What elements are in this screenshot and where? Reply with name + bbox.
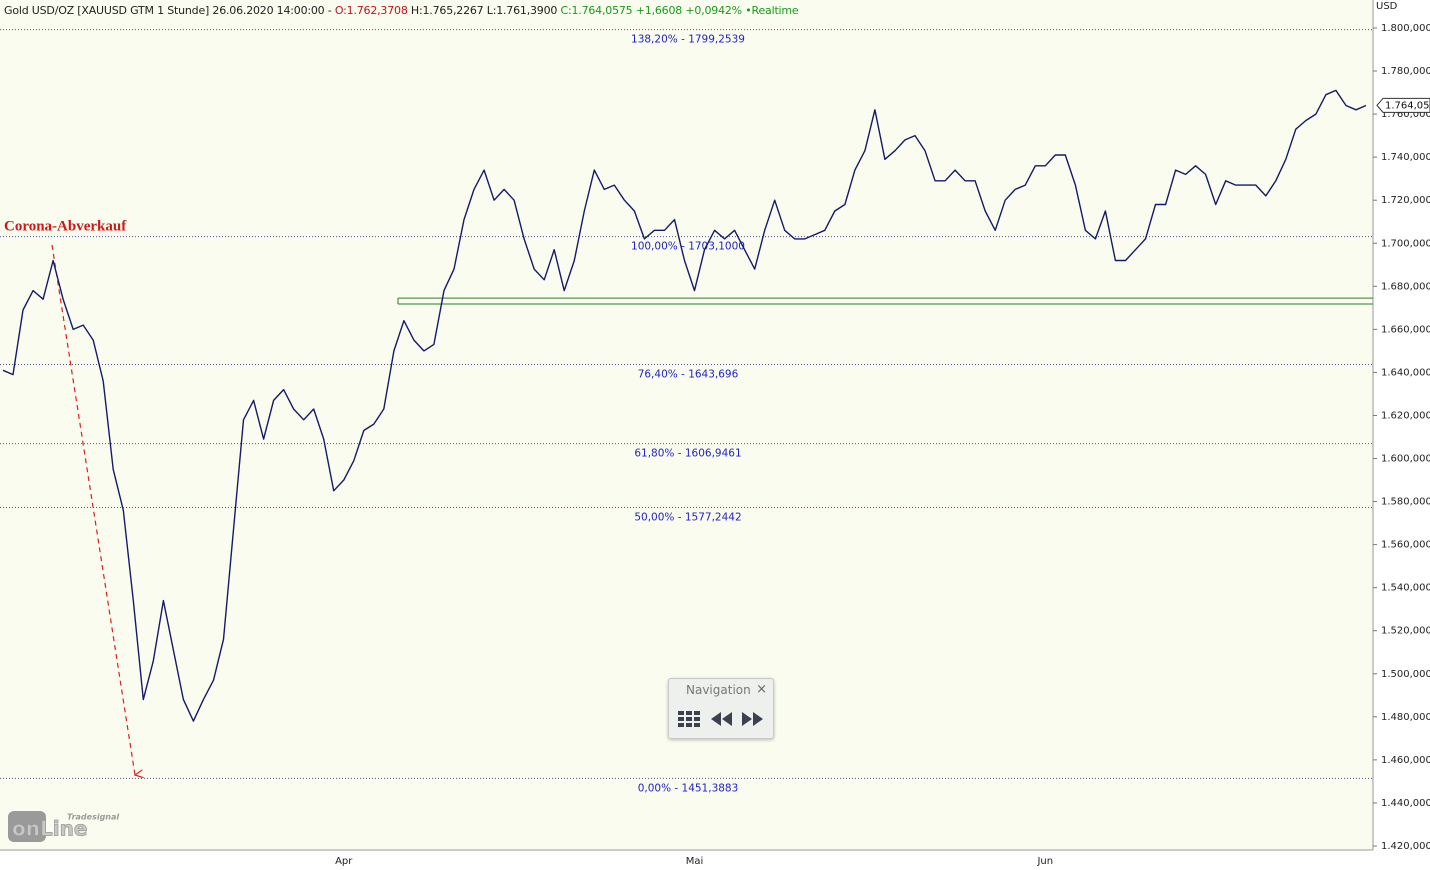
y-tick-label: 1.800,000 <box>1381 23 1430 34</box>
x-tick-label: Mai <box>686 856 704 867</box>
fib-label: 0,00% - 1451,3883 <box>638 782 739 794</box>
y-tick-label: 1.620,000 <box>1381 410 1430 421</box>
header: Gold USD/OZ [XAUUSD GTM 1 Stunde] 26.06.… <box>4 4 799 17</box>
y-tick-label: 1.580,000 <box>1381 497 1430 508</box>
y-tick-label: 1.720,000 <box>1381 195 1430 206</box>
y-tick-label: 1.440,000 <box>1381 798 1430 809</box>
navigation-title: Navigation <box>686 683 751 697</box>
open: O:1.762,3708 <box>334 4 408 17</box>
y-tick-label: 1.560,000 <box>1381 540 1430 551</box>
y-tick-label: 1.480,000 <box>1381 712 1430 723</box>
logo-product: onLine <box>12 817 87 841</box>
high: H:1.765,2267 <box>410 4 484 17</box>
status-dot: • <box>745 4 752 17</box>
navigation-panel: Navigation × <box>668 678 774 739</box>
y-tick-label: 1.460,000 <box>1381 755 1430 766</box>
y-tick-label: 1.760,000 <box>1381 109 1430 120</box>
y-tick-label: 1.660,000 <box>1381 324 1430 335</box>
fib-label: 76,40% - 1643,696 <box>638 368 739 380</box>
change: +1,6608 <box>635 4 683 17</box>
y-tick-label: 1.640,000 <box>1381 367 1430 378</box>
y-tick-label: 1.700,000 <box>1381 238 1430 249</box>
y-tick-label: 1.540,000 <box>1381 583 1430 594</box>
axis-background <box>1373 0 1430 870</box>
y-tick-label: 1.680,000 <box>1381 281 1430 292</box>
y-tick-label: 1.520,000 <box>1381 626 1430 637</box>
x-tick-label: Apr <box>335 856 353 867</box>
forward-button[interactable] <box>742 712 763 726</box>
fib-label: 50,00% - 1577,2442 <box>634 512 741 524</box>
change-pct: +0,0942% <box>685 4 742 17</box>
close: C:1.764,0575 <box>560 4 633 17</box>
close-button[interactable]: × <box>756 682 767 697</box>
price-line <box>2 89 1367 722</box>
status: Realtime <box>751 4 799 17</box>
y-tick-label: 1.500,000 <box>1381 669 1430 680</box>
fib-label: 100,00% - 1703,1000 <box>631 241 745 253</box>
y-tick-label: 1.420,000 <box>1381 841 1430 852</box>
fib-label: 61,80% - 1606,9461 <box>634 448 741 460</box>
low: L:1.761,3900 <box>486 4 558 17</box>
rewind-button[interactable] <box>711 712 732 726</box>
grid-button[interactable] <box>678 711 700 727</box>
y-axis-unit: USD <box>1376 1 1398 12</box>
logo-brand: Tradesignal <box>67 813 119 822</box>
y-tick-label: 1.780,000 <box>1381 66 1430 77</box>
instrument: Gold USD/OZ [XAUUSD GTM 1 Stunde] 26.06.… <box>4 4 332 17</box>
logo-badge <box>8 811 46 842</box>
x-axis-background <box>0 850 1373 870</box>
last-price-label: 1.764,057 <box>1385 100 1430 111</box>
fib-label: 138,20% - 1799,2539 <box>631 34 745 46</box>
last-price-box <box>1376 97 1430 113</box>
navigation-buttons <box>678 711 763 727</box>
x-tick-label: Jun <box>1036 856 1053 867</box>
y-tick-label: 1.600,000 <box>1381 454 1430 465</box>
logo: Tradesignal onLine <box>8 811 119 842</box>
y-tick-label: 1.740,000 <box>1381 152 1430 163</box>
annotation: Corona-Abverkauf <box>4 218 127 234</box>
